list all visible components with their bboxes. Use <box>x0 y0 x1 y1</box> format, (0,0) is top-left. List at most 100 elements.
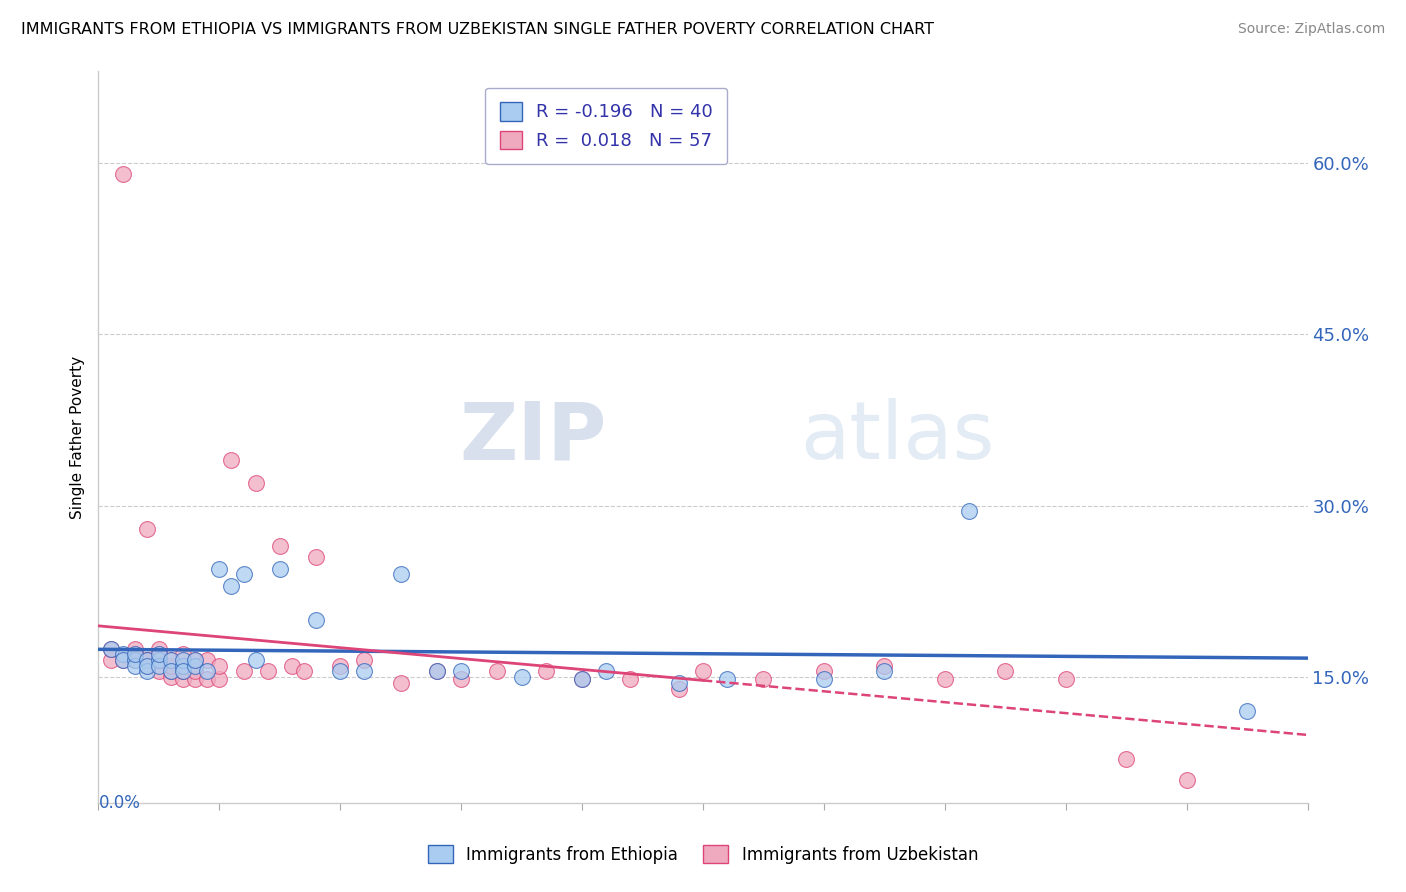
Point <box>486 665 509 679</box>
Point <box>172 658 194 673</box>
Point <box>148 665 170 679</box>
Text: Source: ZipAtlas.com: Source: ZipAtlas.com <box>1237 22 1385 37</box>
Point <box>221 453 243 467</box>
Point <box>716 673 738 687</box>
Point <box>160 658 183 673</box>
Point <box>934 673 956 687</box>
Point <box>208 673 231 687</box>
Point <box>172 658 194 673</box>
Point <box>111 167 134 181</box>
Point <box>184 653 207 667</box>
Point <box>184 665 207 679</box>
Point <box>160 670 183 684</box>
Point <box>994 665 1017 679</box>
Point <box>172 665 194 679</box>
Point <box>184 653 207 667</box>
Point <box>148 647 170 661</box>
Point <box>329 665 352 679</box>
Point <box>184 673 207 687</box>
Point <box>1054 673 1077 687</box>
Point <box>668 675 690 690</box>
Point <box>135 665 157 679</box>
Point <box>148 653 170 667</box>
Point <box>353 653 375 667</box>
Text: ZIP: ZIP <box>458 398 606 476</box>
Point <box>195 653 218 667</box>
Point <box>353 665 375 679</box>
Point <box>752 673 775 687</box>
Point <box>450 665 472 679</box>
Point <box>450 673 472 687</box>
Text: atlas: atlas <box>800 398 994 476</box>
Point <box>232 567 254 582</box>
Point <box>269 539 291 553</box>
Point <box>208 658 231 673</box>
Text: IMMIGRANTS FROM ETHIOPIA VS IMMIGRANTS FROM UZBEKISTAN SINGLE FATHER POVERTY COR: IMMIGRANTS FROM ETHIOPIA VS IMMIGRANTS F… <box>21 22 934 37</box>
Point <box>245 475 267 490</box>
Point <box>534 665 557 679</box>
Point <box>1115 752 1137 766</box>
Legend: R = -0.196   N = 40, R =  0.018   N = 57: R = -0.196 N = 40, R = 0.018 N = 57 <box>485 87 727 164</box>
Point <box>1236 705 1258 719</box>
Point <box>232 665 254 679</box>
Point <box>619 673 641 687</box>
Point <box>135 653 157 667</box>
Point <box>148 641 170 656</box>
Point <box>148 653 170 667</box>
Point <box>595 665 617 679</box>
Point <box>124 658 146 673</box>
Point <box>813 673 835 687</box>
Point <box>221 579 243 593</box>
Legend: Immigrants from Ethiopia, Immigrants from Uzbekistan: Immigrants from Ethiopia, Immigrants fro… <box>422 838 984 871</box>
Point <box>873 658 896 673</box>
Point <box>292 665 315 679</box>
Text: 0.0%: 0.0% <box>98 794 141 812</box>
Point <box>329 658 352 673</box>
Point <box>100 641 122 656</box>
Point <box>389 675 412 690</box>
Point <box>269 561 291 575</box>
Point <box>172 665 194 679</box>
Point <box>1175 772 1198 787</box>
Point <box>813 665 835 679</box>
Point <box>208 561 231 575</box>
Point <box>135 658 157 673</box>
Point <box>281 658 304 673</box>
Point <box>124 647 146 661</box>
Point <box>668 681 690 696</box>
Point <box>571 673 593 687</box>
Point <box>124 653 146 667</box>
Y-axis label: Single Father Poverty: Single Father Poverty <box>69 356 84 518</box>
Point <box>305 613 328 627</box>
Point <box>305 550 328 565</box>
Point <box>172 653 194 667</box>
Point <box>172 673 194 687</box>
Point <box>873 665 896 679</box>
Point <box>160 653 183 667</box>
Point <box>148 658 170 673</box>
Point <box>256 665 278 679</box>
Point <box>135 653 157 667</box>
Point <box>111 653 134 667</box>
Point <box>100 653 122 667</box>
Point <box>510 670 533 684</box>
Point <box>124 647 146 661</box>
Point <box>957 504 980 518</box>
Point <box>245 653 267 667</box>
Point <box>426 665 449 679</box>
Point <box>195 673 218 687</box>
Point <box>426 665 449 679</box>
Point <box>148 647 170 661</box>
Point <box>135 521 157 535</box>
Point <box>111 653 134 667</box>
Point <box>124 641 146 656</box>
Point <box>172 647 194 661</box>
Point <box>160 665 183 679</box>
Point <box>160 665 183 679</box>
Point <box>160 653 183 667</box>
Point <box>571 673 593 687</box>
Point <box>135 658 157 673</box>
Point <box>195 665 218 679</box>
Point <box>389 567 412 582</box>
Point <box>692 665 714 679</box>
